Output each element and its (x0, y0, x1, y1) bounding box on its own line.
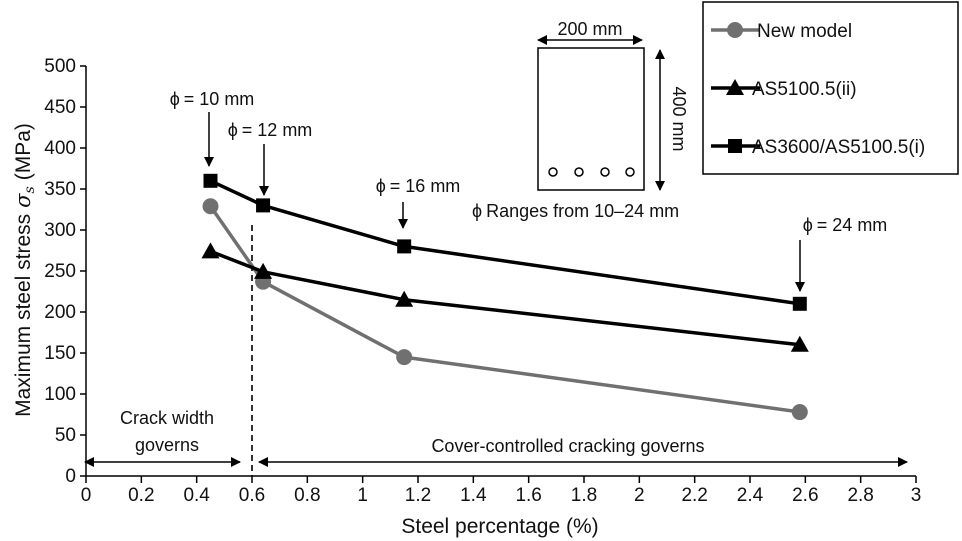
data-point-square (397, 239, 412, 254)
x-tick-label: 1.2 (405, 485, 431, 506)
phi-12-symbol: ϕ (228, 120, 238, 140)
x-tick-label: 1.4 (460, 485, 487, 506)
series-line-0 (209, 205, 801, 414)
phi-16-text: = 16 mm (390, 176, 461, 196)
region-left-line1: Crack width (120, 408, 214, 428)
y-tick-label: 0 (65, 466, 76, 487)
phi-24-annotation: ϕ = 24 mm (795, 215, 888, 292)
series-layer (201, 173, 809, 421)
y-tick-label: 500 (44, 56, 76, 77)
legend-marker-new-model (727, 22, 743, 38)
x-tick-label: 0.2 (128, 485, 154, 506)
y-axis-unit: (MPa) (12, 123, 35, 180)
phi-24-label: ϕ = 24 mm (803, 215, 888, 235)
y-tick-label: 100 (44, 384, 76, 405)
legend-label-new-model: New model (757, 21, 852, 42)
series-line-2 (209, 179, 801, 306)
data-point-triangle (254, 262, 273, 279)
x-tick-label: 2.2 (681, 485, 707, 506)
series-line-1 (209, 249, 800, 347)
legend-label-as5100-ii: AS5100.5(ii) (752, 79, 857, 100)
phi-24-symbol: ϕ (803, 215, 813, 235)
data-point-triangle (201, 242, 220, 259)
phi-10-label: ϕ = 10 mm (170, 89, 255, 109)
y-axis-title-text: Maximum steel stress (12, 214, 35, 417)
phi-16-annotation: ϕ = 16 mm (376, 176, 461, 229)
x-tick-label: 1.6 (515, 485, 541, 506)
phi-24-text: = 24 mm (817, 215, 888, 235)
phi-16-symbol: ϕ (376, 176, 386, 196)
phi-10-symbol: ϕ (170, 89, 180, 109)
x-tick-label: 0.8 (294, 485, 320, 506)
axes: 0 50 100 150 200 250 300 350 400 450 500 0 0.2 0.4 0.6… (44, 56, 921, 506)
phi-16-label: ϕ = 16 mm (376, 176, 461, 196)
legend-marker-as3600 (728, 139, 742, 153)
data-point-square (792, 296, 807, 311)
rebar-4 (625, 167, 635, 177)
legend-label-as3600: AS3600/AS5100.5(i) (752, 137, 925, 158)
x-tick-label: 0.6 (239, 485, 265, 506)
x-tick-label: 2.8 (847, 485, 873, 506)
y-tick-label: 50 (55, 425, 76, 446)
phi-12-annotation: ϕ = 12 mm (228, 120, 313, 196)
ranges-text: Ranges from 10–24 mm (486, 201, 679, 221)
section-rectangle (537, 47, 645, 191)
region-right-label: Cover-controlled cracking governs (431, 436, 704, 456)
region-left-line2: governs (135, 435, 199, 455)
phi-10-text: = 10 mm (184, 89, 255, 109)
data-point-triangle (395, 290, 414, 307)
region-right-label-bg (400, 436, 740, 458)
y-tick-label: 200 (44, 302, 76, 323)
ranges-phi-symbol: ϕ (472, 201, 482, 221)
phi-10-annotation: ϕ = 10 mm (170, 89, 255, 167)
y-axis-title: Maximum steel stress σs (MPa) (11, 123, 38, 417)
y-axis-symbol: σ (11, 193, 35, 208)
section-width-label: 200 mm (557, 19, 622, 39)
data-point-circle (396, 349, 413, 366)
rebar-1 (548, 167, 558, 177)
legend-entry-new-model: New model (711, 21, 852, 42)
data-point-triangle (790, 335, 809, 352)
legend-entry-as5100-ii: AS5100.5(ii) (711, 79, 857, 100)
rebar-2 (574, 167, 584, 177)
x-tick-label: 0 (81, 485, 92, 506)
phi-12-text: = 12 mm (242, 120, 313, 140)
x-tick-label: 0.4 (183, 485, 210, 506)
cross-section-diagram: 200 mm 400 mm ϕ Ranges from 10–24 mm (472, 19, 689, 221)
data-point-square (256, 198, 271, 213)
y-tick-label: 450 (44, 97, 76, 118)
data-point-circle (791, 404, 808, 421)
x-axis-title: Steel percentage (%) (401, 515, 598, 538)
data-point-square (203, 173, 218, 188)
legend-marker-as5100-ii (726, 79, 744, 95)
legend-entry-as3600: AS3600/AS5100.5(i) (711, 137, 925, 158)
x-tick-label: 2 (634, 485, 645, 506)
x-tick-label: 1 (357, 485, 368, 506)
x-tick-label: 2.4 (737, 485, 764, 506)
x-tick-label: 3 (911, 485, 922, 506)
y-tick-label: 350 (44, 179, 76, 200)
x-tick-label: 2.6 (792, 485, 818, 506)
y-tick-label: 300 (44, 220, 76, 241)
y-tick-label: 250 (44, 261, 76, 282)
x-tick-label: 1.8 (571, 485, 597, 506)
section-depth-label: 400 mm (669, 86, 689, 151)
y-tick-label: 150 (44, 343, 76, 364)
y-tick-label: 400 (44, 138, 76, 159)
data-point-circle (202, 198, 219, 215)
legend: New model AS5100.5(ii) AS3600/AS5100.5(i… (702, 1, 959, 175)
y-axis-subscript: s (22, 186, 38, 193)
rebar-3 (600, 167, 610, 177)
ranges-label: ϕ Ranges from 10–24 mm (472, 201, 679, 221)
phi-12-label: ϕ = 12 mm (228, 120, 313, 140)
